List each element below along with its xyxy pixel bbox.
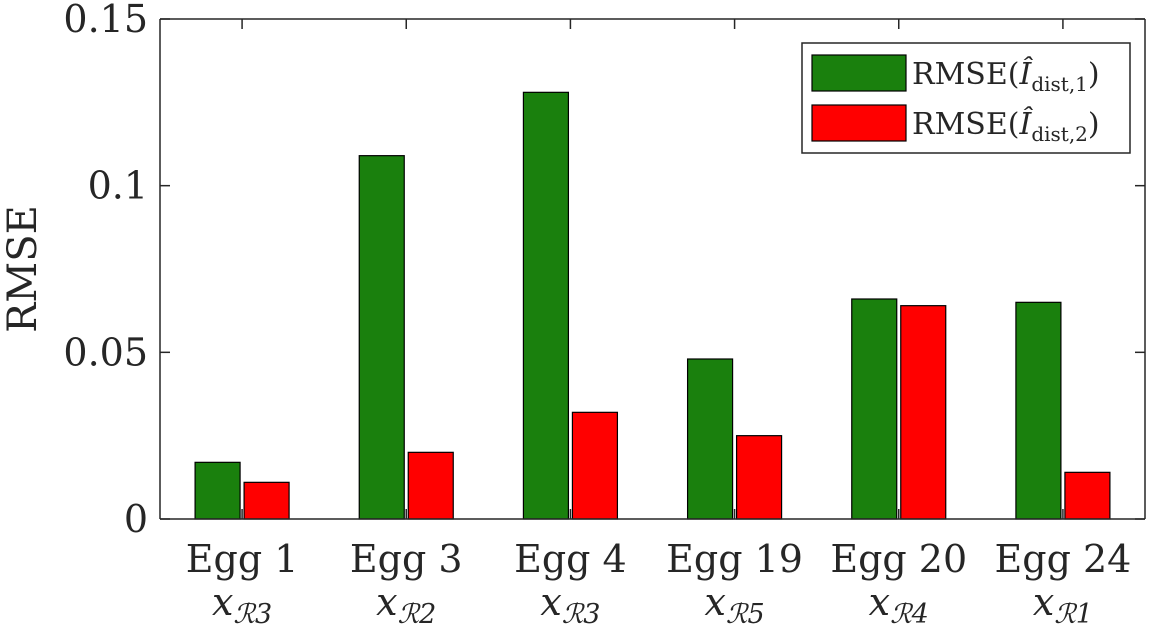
x-sub-label-6: xℛ1 (1033, 580, 1093, 626)
legend-swatch-2 (811, 104, 907, 142)
x-sub-label-2: xℛ2 (376, 580, 436, 626)
x-tick-label-3: Egg 4 (514, 537, 627, 581)
bar-2-5 (900, 305, 947, 520)
bar-2-2 (407, 451, 454, 520)
x-tick-label-6: Egg 24 (995, 537, 1132, 581)
bar-2-1 (243, 481, 290, 520)
bar-1-5 (851, 298, 898, 520)
legend-swatch-1 (811, 54, 907, 92)
x-sub-label-1: xℛ3 (212, 580, 272, 626)
y-tick-label-1: 0 (124, 497, 148, 541)
x-tick-label-4: Egg 19 (666, 537, 803, 581)
bar-1-3 (522, 91, 570, 520)
x-sub-label-4: xℛ5 (704, 580, 764, 626)
bar-1-1 (194, 461, 241, 520)
y-tick-label-3: 0.1 (88, 164, 148, 208)
y-axis-label: RMSE (0, 205, 46, 333)
bar-2-4 (735, 435, 783, 520)
bar-2-6 (1064, 471, 1111, 520)
legend-label-1: RMSE(Îdist,1) (912, 56, 1100, 96)
y-tick-label-2: 0.05 (63, 330, 148, 374)
x-sub-label-3: xℛ3 (540, 580, 600, 626)
y-tick-label-4: 0.15 (63, 0, 148, 41)
legend-label-2: RMSE(Îdist,2) (912, 106, 1100, 146)
x-tick-label-1: Egg 1 (186, 537, 299, 581)
bar-1-6 (1015, 301, 1062, 520)
bar-2-3 (571, 411, 619, 520)
x-tick-label-5: Egg 20 (830, 537, 967, 581)
x-sub-label-5: xℛ4 (869, 580, 929, 626)
bar-1-4 (686, 358, 734, 520)
bar-1-2 (358, 155, 405, 520)
x-tick-label-2: Egg 3 (350, 537, 463, 581)
